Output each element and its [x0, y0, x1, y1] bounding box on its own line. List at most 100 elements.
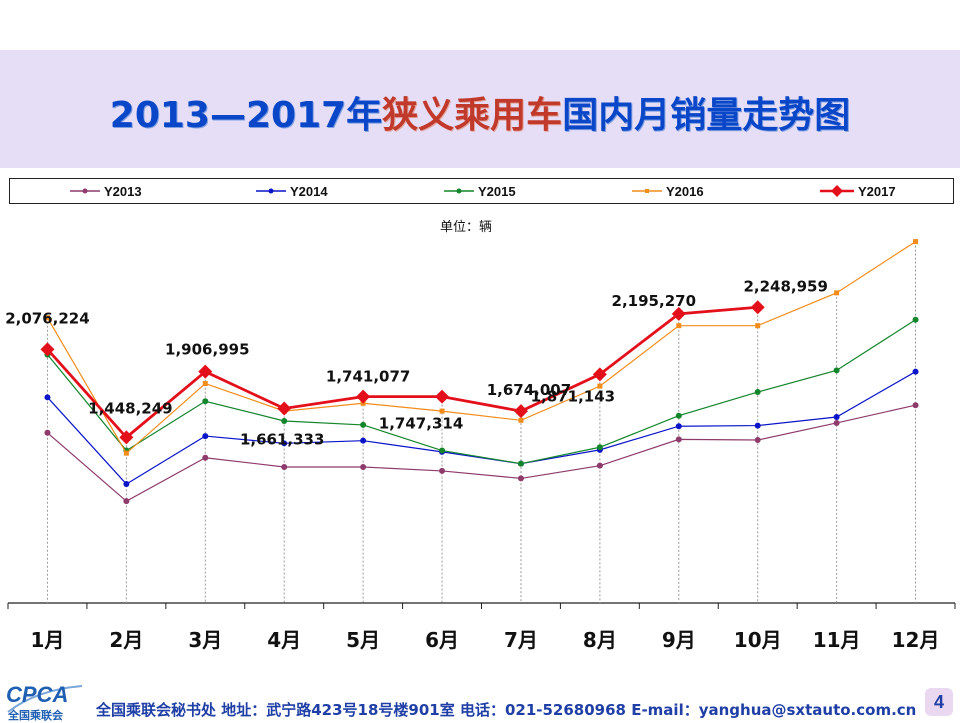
data-point-y2015	[754, 389, 761, 396]
data-point-y2013	[517, 475, 524, 482]
data-point-y2015	[439, 447, 446, 454]
data-point-y2017	[513, 404, 528, 419]
data-point-y2014	[833, 414, 840, 421]
data-point-y2016	[676, 323, 682, 329]
x-tick-label: 2月	[109, 628, 143, 652]
legend-item-y2015: Y2015	[444, 179, 516, 203]
series-line-y2014	[47, 371, 916, 485]
data-point-y2013	[360, 463, 367, 470]
title-years: 2013—2017年	[109, 95, 383, 136]
data-point-y2013	[912, 402, 919, 409]
data-point-y2013	[833, 419, 840, 426]
data-point-y2015	[517, 460, 524, 467]
data-point-y2015	[360, 421, 367, 428]
data-label-y2017: 2,248,959	[743, 277, 827, 295]
legend-item-y2017: Y2017	[820, 179, 896, 203]
data-point-y2016	[123, 450, 129, 456]
data-point-y2015	[202, 398, 209, 405]
data-point-y2014	[202, 433, 209, 440]
legend-label-y2016: Y2016	[666, 183, 704, 199]
data-point-y2015	[675, 412, 682, 419]
legend-line-y2016-icon	[632, 189, 662, 193]
chart-legend: Y2013 Y2014 Y2015 Y2016 Y2017	[9, 178, 954, 204]
data-label-y2017: 2,076,224	[5, 309, 89, 327]
legend-label-y2013: Y2013	[104, 183, 142, 199]
page-title: 2013—2017年狭义乘用车国内月销量走势图	[0, 86, 960, 138]
data-point-y2017	[119, 430, 134, 445]
line-chart: 1月 2月 3月 4月 5月 6月 7月 8月 9月 10月 11月 12月 2,076,224 1,44…	[5, 239, 956, 652]
title-highlight: 狭义乘用车	[382, 95, 563, 136]
data-point-y2014	[281, 440, 288, 447]
data-label-y2017: 1,741,077	[326, 368, 410, 386]
data-point-y2016	[44, 315, 50, 321]
legend-line-y2015-icon	[444, 188, 474, 194]
x-tick-label: 3月	[188, 628, 222, 652]
logo-text: CPCA	[6, 682, 69, 707]
legend-line-y2014-icon	[256, 188, 286, 194]
data-point-y2014	[754, 422, 761, 429]
data-point-y2013	[675, 436, 682, 443]
data-label-y2017: 1,871,143	[531, 387, 615, 405]
legend-label-y2014: Y2014	[290, 183, 328, 199]
data-point-y2017	[277, 401, 292, 416]
data-label-y2017: 2,195,270	[612, 292, 696, 310]
data-point-y2013	[123, 498, 130, 505]
data-point-y2016	[518, 417, 524, 423]
title-rest: 国内月销量走势图	[562, 95, 851, 136]
data-point-y2017	[592, 367, 607, 382]
data-point-y2014	[44, 394, 51, 401]
data-point-y2013	[596, 462, 603, 469]
page-number: 4	[925, 688, 953, 716]
x-tick-label: 10月	[734, 628, 782, 652]
series-line-y2016	[46, 241, 916, 455]
footer-contact: 全国乘联会秘书处 地址：武宁路423号18号楼901室 电话：021-52680…	[96, 701, 917, 719]
legend-line-y2013-icon	[70, 188, 100, 194]
data-point-y2016	[755, 323, 761, 329]
data-label-y2017: 1,448,249	[88, 399, 172, 417]
data-point-y2014	[675, 423, 682, 430]
x-tick-label: 11月	[813, 628, 861, 652]
x-tick-label: 5月	[346, 628, 380, 652]
legend-label-y2015: Y2015	[478, 183, 516, 199]
data-point-y2013	[202, 454, 209, 461]
data-point-y2016	[202, 381, 208, 387]
data-point-y2014	[360, 437, 367, 444]
data-label-y2017: 1,674,007	[487, 381, 571, 399]
x-tick-label: 1月	[30, 628, 64, 652]
data-point-y2017	[671, 306, 686, 321]
data-point-y2017	[435, 389, 450, 404]
data-point-y2016	[597, 383, 603, 389]
data-point-y2017	[198, 364, 213, 379]
data-point-y2013	[281, 463, 288, 470]
x-tick-label: 7月	[504, 628, 538, 652]
x-tick-label: 4月	[267, 628, 301, 652]
title-band	[0, 50, 960, 168]
unit-label: 单位：辆	[440, 220, 493, 235]
x-tick-label: 12月	[892, 628, 940, 652]
data-point-y2013	[44, 429, 51, 436]
data-point-y2017	[750, 300, 765, 315]
series-line-y2013	[47, 404, 916, 502]
data-point-y2015	[596, 444, 603, 451]
series-line-y2017	[46, 305, 758, 440]
data-point-y2013	[439, 467, 446, 474]
data-point-y2014	[912, 368, 919, 375]
data-point-y2015	[833, 367, 840, 374]
series-line-y2015	[46, 319, 916, 465]
data-point-y2017	[40, 342, 55, 357]
data-label-y2017: 1,747,314	[379, 415, 463, 433]
x-tick-label: 8月	[583, 628, 617, 652]
x-tick-label: 9月	[662, 628, 696, 652]
legend-label-y2017: Y2017	[858, 183, 896, 199]
legend-item-y2013: Y2013	[70, 179, 142, 203]
data-label-y2017: 1,661,333	[240, 430, 324, 448]
data-point-y2016	[834, 290, 840, 296]
data-point-y2014	[123, 481, 130, 488]
data-point-y2013	[754, 437, 761, 444]
data-point-y2016	[913, 239, 919, 245]
data-point-y2015	[281, 417, 288, 424]
data-point-y2015	[912, 316, 919, 323]
legend-item-y2016: Y2016	[632, 179, 704, 203]
cpca-logo-icon	[6, 682, 84, 716]
x-tick-label: 6月	[425, 628, 459, 652]
